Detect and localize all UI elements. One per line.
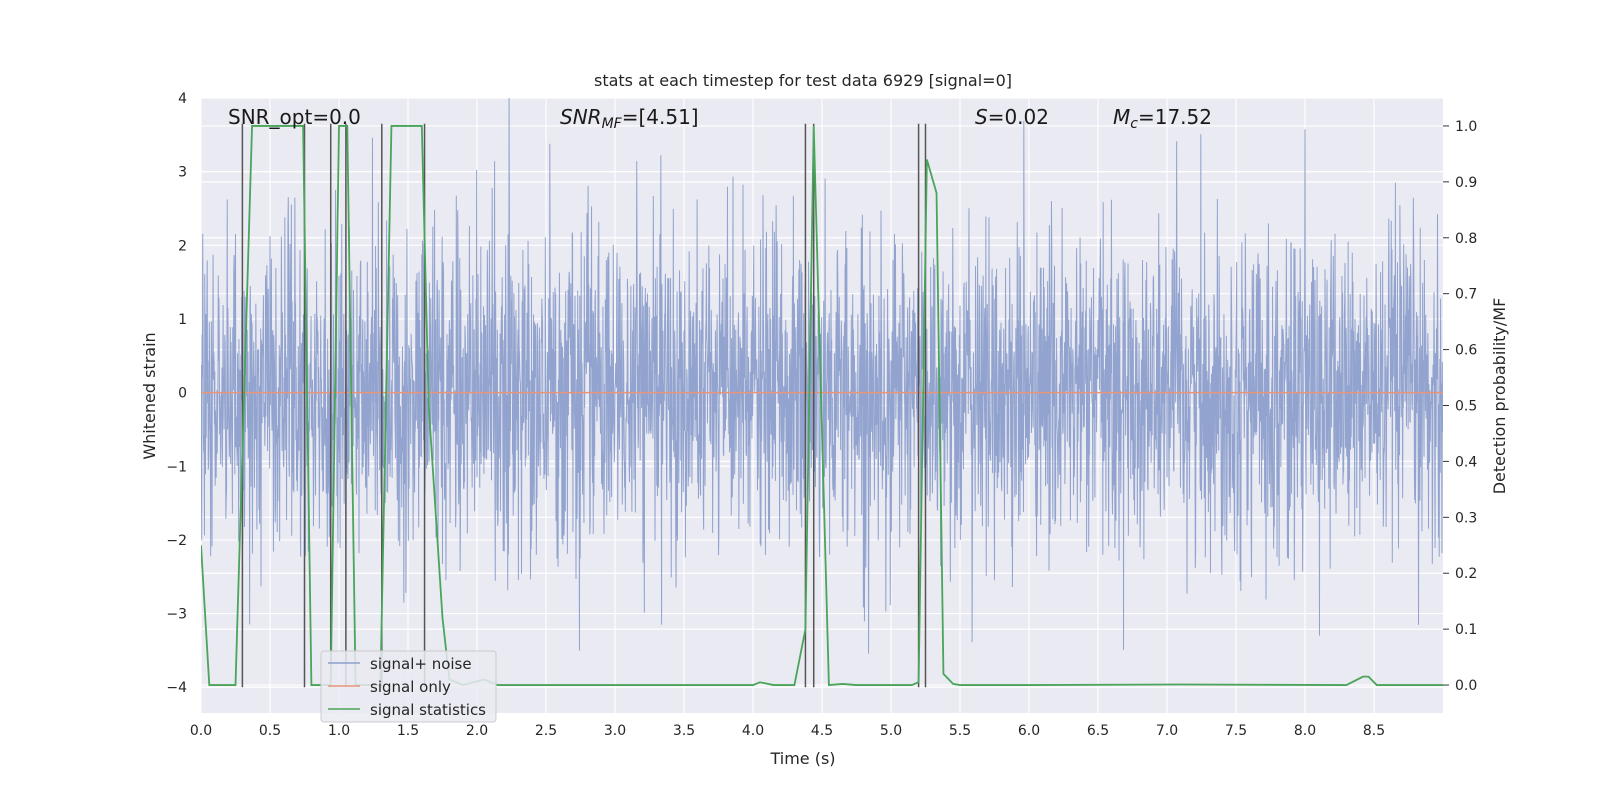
y-tick-label: 0 [178, 386, 187, 402]
annotation-mc-sub: c [1130, 116, 1138, 132]
y2-tick-label: 0.0 [1455, 678, 1477, 694]
y-axis-ticks: 4 3 2 1 0 −1 −2 −3 −4 [166, 91, 187, 696]
y-tick-label: −2 [166, 533, 187, 549]
annotation-s-rest: =0.02 [988, 105, 1049, 129]
x-tick-label: 6.5 [1087, 723, 1109, 739]
chart-title: stats at each timestep for test data 692… [594, 71, 1012, 90]
x-axis-ticks: 0.0 0.5 1.0 1.5 2.0 2.5 3.0 3.5 4.0 4.5 5.0 5.5 6.0 6… [190, 723, 1385, 739]
y2-axis-ticks: 1.0 0.9 0.8 0.7 0.6 0.5 0.4 0.3 0.2 0.1 0.0 [1443, 119, 1477, 694]
x-tick-label: 8.0 [1294, 723, 1316, 739]
legend-label-signal: signal only [370, 678, 451, 696]
annotation-snr-mf: SNRMF=[4.51] [560, 105, 699, 132]
annotation-snr-mf-rest: =[4.51] [622, 105, 699, 129]
x-tick-label: 3.5 [673, 723, 695, 739]
series-signal-statistics [201, 125, 1443, 687]
x-tick-label: 8.5 [1363, 723, 1385, 739]
x-tick-label: 1.5 [397, 723, 419, 739]
annotation-s-main: S [975, 105, 988, 129]
x-tick-label: 3.0 [604, 723, 626, 739]
y2-tick-label: 0.9 [1455, 175, 1477, 191]
y2-tick-label: 0.8 [1455, 231, 1477, 247]
legend-label-stats: signal statistics [370, 701, 486, 719]
x-tick-label: 7.5 [1225, 723, 1247, 739]
y-tick-label: −3 [166, 607, 187, 623]
y-tick-label: 3 [178, 165, 187, 181]
legend-box [320, 650, 497, 723]
y2-axis-label: Detection probability/MF [1490, 298, 1509, 495]
y2-tick-label: 0.7 [1455, 287, 1477, 303]
x-tick-label: 2.5 [535, 723, 557, 739]
annotation-mc: Mc=17.52 [1113, 105, 1212, 132]
y2-tick-label: 0.2 [1455, 566, 1477, 582]
y-tick-label: −1 [166, 459, 187, 475]
y2-tick-label: 0.1 [1455, 622, 1477, 638]
y2-tick-label: 0.5 [1455, 399, 1477, 415]
y2-tick-label: 0.3 [1455, 510, 1477, 526]
x-tick-label: 4.0 [742, 723, 764, 739]
annotation-snr-mf-main: SNR [560, 105, 602, 129]
x-tick-label: 5.0 [880, 723, 902, 739]
x-tick-label: 0.5 [259, 723, 281, 739]
legend-label-noise: signal+ noise [370, 655, 472, 673]
annotation-mc-main: M [1113, 105, 1130, 129]
x-tick-label: 4.5 [811, 723, 833, 739]
y-tick-label: 2 [178, 238, 187, 254]
y-tick-label: −4 [166, 680, 187, 696]
x-tick-label: 1.0 [328, 723, 350, 739]
y2-tick-label: 1.0 [1455, 119, 1477, 135]
y-tick-label: 1 [178, 312, 187, 328]
y-axis-label: Whitened strain [140, 332, 159, 459]
annotation-snr-mf-sub: MF [602, 116, 623, 132]
y2-tick-label: 0.6 [1455, 343, 1477, 359]
y2-tick-label: 0.4 [1455, 454, 1477, 470]
x-tick-label: 5.5 [949, 723, 971, 739]
x-tick-label: 6.0 [1018, 723, 1040, 739]
x-tick-label: 7.0 [1156, 723, 1178, 739]
annotation-s: S=0.02 [975, 105, 1049, 129]
legend: signal+ noise signal only signal statist… [320, 650, 497, 723]
y-tick-label: 4 [178, 91, 187, 107]
x-tick-label: 0.0 [190, 723, 212, 739]
annotation-snr-opt: SNR_opt=0.0 [228, 105, 361, 129]
x-axis-label: Time (s) [769, 749, 835, 768]
annotation-mc-rest: =17.52 [1138, 105, 1212, 129]
x-tick-label: 2.0 [466, 723, 488, 739]
